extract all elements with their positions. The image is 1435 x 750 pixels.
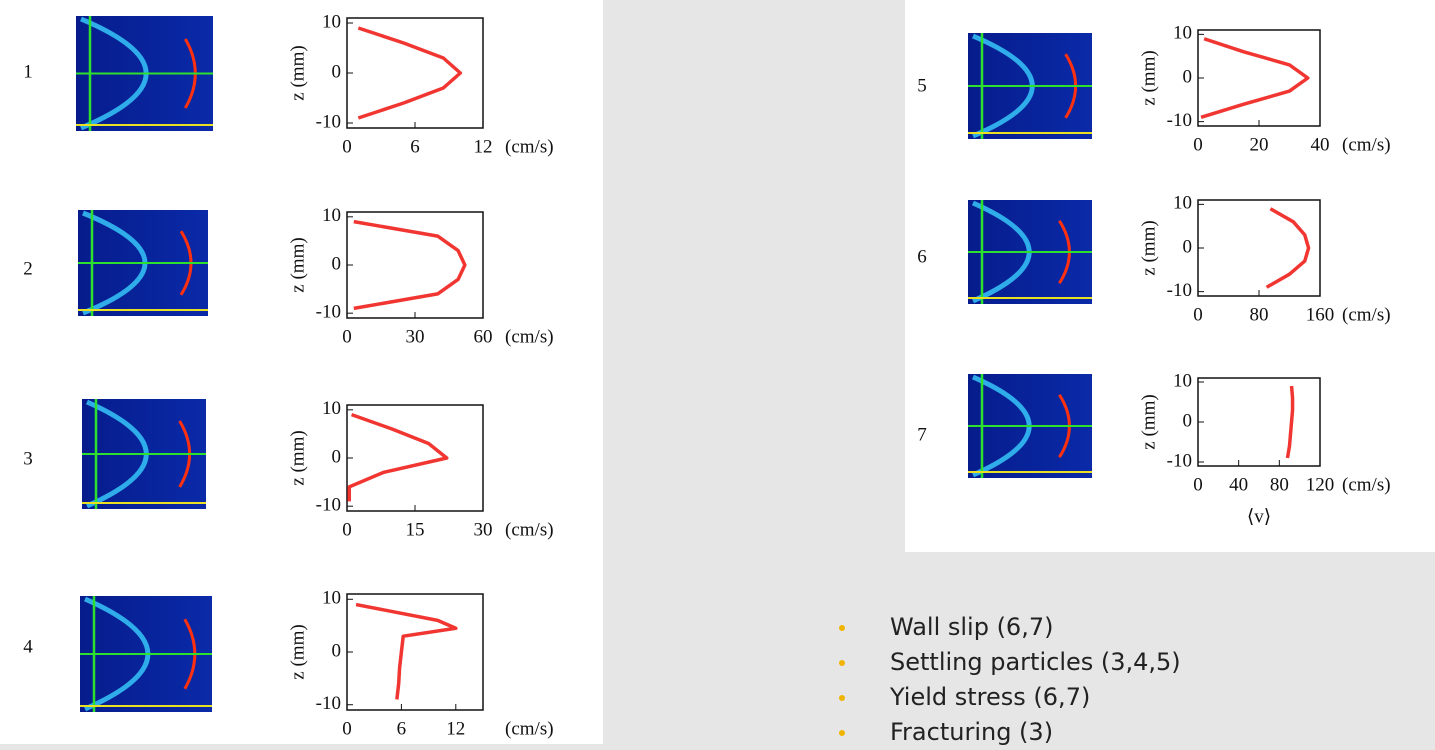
x-tick-label: 0 bbox=[1193, 304, 1203, 325]
panel-number: 6 bbox=[917, 246, 927, 267]
y-tick-label: 10 bbox=[1173, 193, 1192, 214]
x-axis-label: ⟨v⟩ bbox=[1247, 506, 1271, 527]
x-tick-label: 6 bbox=[397, 718, 407, 739]
panel-number: 1 bbox=[23, 61, 33, 82]
y-tick-label: 10 bbox=[322, 588, 341, 609]
y-axis-label: z (mm) bbox=[287, 237, 308, 292]
x-tick-label: 0 bbox=[342, 326, 352, 347]
y-tick-label: -10 bbox=[316, 693, 341, 714]
y-tick-label: 0 bbox=[332, 253, 342, 274]
bullet: Fracturing (3) bbox=[835, 715, 1181, 750]
y-tick-label: 0 bbox=[1183, 66, 1193, 87]
figure: 1100-100612(cm/s)z (mm)2100-1003060(cm/s… bbox=[0, 0, 1435, 744]
y-axis-label: z (mm) bbox=[1138, 50, 1159, 105]
y-tick-label: 0 bbox=[332, 446, 342, 467]
x-tick-label: 0 bbox=[342, 718, 352, 739]
x-tick-label: 12 bbox=[446, 718, 465, 739]
panel-number: 5 bbox=[917, 75, 927, 96]
x-unit: (cm/s) bbox=[505, 326, 554, 347]
x-tick-label: 40 bbox=[1311, 134, 1330, 155]
y-tick-label: 0 bbox=[332, 640, 342, 661]
x-tick-label: 40 bbox=[1229, 474, 1248, 495]
y-tick-label: 0 bbox=[332, 61, 342, 82]
y-axis-label: z (mm) bbox=[1138, 394, 1159, 449]
bullet: Wall slip (6,7) bbox=[835, 610, 1181, 645]
panel-number: 4 bbox=[23, 636, 33, 657]
y-axis-label: z (mm) bbox=[287, 624, 308, 679]
y-tick-label: -10 bbox=[316, 111, 341, 132]
x-tick-label: 30 bbox=[406, 326, 425, 347]
x-tick-label: 120 bbox=[1306, 474, 1335, 495]
y-tick-label: 0 bbox=[1183, 236, 1193, 257]
bullet: Yield stress (6,7) bbox=[835, 680, 1181, 715]
x-tick-label: 80 bbox=[1250, 304, 1269, 325]
y-tick-label: 10 bbox=[322, 205, 341, 226]
y-tick-label: 10 bbox=[322, 11, 341, 32]
x-tick-label: 0 bbox=[1193, 134, 1203, 155]
x-tick-label: 15 bbox=[406, 519, 425, 540]
x-tick-label: 0 bbox=[1193, 474, 1203, 495]
y-tick-label: 0 bbox=[1183, 410, 1193, 431]
x-unit: (cm/s) bbox=[505, 519, 554, 540]
x-tick-label: 80 bbox=[1270, 474, 1289, 495]
panel-number: 2 bbox=[23, 258, 33, 279]
x-tick-label: 0 bbox=[342, 136, 352, 157]
y-tick-label: 10 bbox=[1173, 370, 1192, 391]
panel-number: 3 bbox=[23, 448, 33, 469]
bullet-list: Wall slip (6,7) Settling particles (3,4,… bbox=[835, 610, 1181, 750]
x-unit: (cm/s) bbox=[1342, 474, 1391, 495]
x-unit: (cm/s) bbox=[1342, 134, 1391, 155]
x-tick-label: 30 bbox=[474, 519, 493, 540]
x-unit: (cm/s) bbox=[1342, 304, 1391, 325]
x-tick-label: 160 bbox=[1306, 304, 1335, 325]
y-tick-label: -10 bbox=[1167, 110, 1192, 131]
y-tick-label: -10 bbox=[1167, 280, 1192, 301]
x-tick-label: 0 bbox=[342, 519, 352, 540]
x-unit: (cm/s) bbox=[505, 136, 554, 157]
x-tick-label: 6 bbox=[410, 136, 420, 157]
y-axis-label: z (mm) bbox=[287, 430, 308, 485]
x-unit: (cm/s) bbox=[505, 718, 554, 739]
x-tick-label: 60 bbox=[474, 326, 493, 347]
slide: {"panels": [ {"label": "1", "ylabel": "z… bbox=[0, 0, 1435, 744]
y-tick-label: -10 bbox=[1167, 450, 1192, 471]
bullet: Settling particles (3,4,5) bbox=[835, 645, 1181, 680]
y-axis-label: z (mm) bbox=[1138, 220, 1159, 275]
y-tick-label: 10 bbox=[1173, 23, 1192, 44]
x-tick-label: 20 bbox=[1250, 134, 1269, 155]
x-tick-label: 12 bbox=[474, 136, 493, 157]
y-tick-label: -10 bbox=[316, 495, 341, 516]
y-axis-label: z (mm) bbox=[287, 45, 308, 100]
y-tick-label: -10 bbox=[316, 302, 341, 323]
panel-number: 7 bbox=[917, 424, 927, 445]
y-tick-label: 10 bbox=[322, 398, 341, 419]
